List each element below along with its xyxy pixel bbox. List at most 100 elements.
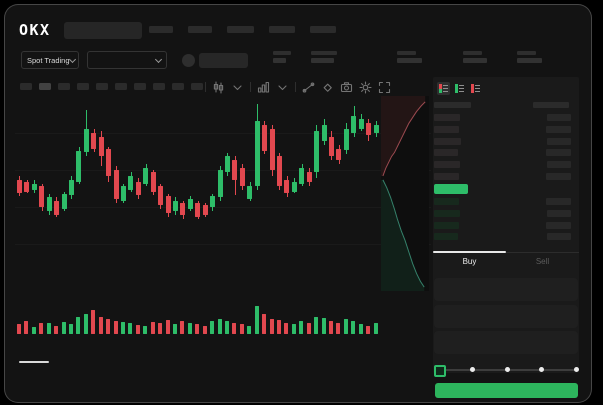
pair-selector-dropdown[interactable]	[87, 51, 167, 69]
book-asks-icon[interactable]	[469, 82, 482, 95]
nav-item[interactable]	[149, 26, 173, 33]
submit-buy-button[interactable]	[435, 383, 578, 398]
bottom-half	[454, 88, 458, 93]
search-input[interactable]	[64, 22, 142, 39]
row-line	[443, 90, 449, 93]
indicators-icon[interactable]	[257, 81, 270, 94]
nav-item[interactable]	[227, 26, 254, 33]
last-price-bar	[434, 184, 468, 194]
nav-item[interactable]	[269, 26, 295, 33]
ask-price-placeholder[interactable]	[434, 137, 461, 145]
order-price-input[interactable]	[434, 278, 578, 301]
header-button-placeholder[interactable]	[199, 53, 248, 68]
timeframe-button[interactable]	[96, 83, 108, 90]
candle	[54, 201, 60, 215]
volume-bar	[83, 314, 88, 334]
bid-price-placeholder[interactable]	[434, 209, 460, 217]
candle	[135, 181, 141, 196]
volume-bar	[158, 322, 163, 334]
volume-bar	[358, 323, 363, 334]
book-bids-icon[interactable]	[453, 82, 466, 95]
amount-slider-handle[interactable]	[434, 365, 446, 377]
volume-bar	[98, 317, 103, 334]
candle	[46, 197, 52, 212]
settings-icon[interactable]	[359, 80, 372, 94]
candle	[31, 183, 37, 190]
ask-price-placeholder[interactable]	[434, 161, 460, 169]
slider-stop-dot[interactable]	[470, 367, 475, 372]
volume-bar	[336, 322, 341, 334]
nav-item[interactable]	[310, 26, 336, 33]
candle	[269, 129, 275, 170]
row-line	[475, 90, 481, 93]
candle-type-icon[interactable]	[212, 80, 225, 94]
ask-price-placeholder[interactable]	[434, 149, 458, 157]
candle	[150, 172, 156, 192]
bid-price-placeholder[interactable]	[434, 233, 458, 241]
candle	[113, 170, 119, 200]
volume-bar	[366, 325, 371, 334]
volume-bar	[143, 325, 148, 334]
depth-bids-line	[383, 180, 424, 287]
bid-price-placeholder[interactable]	[434, 198, 459, 205]
rows-glyph	[459, 84, 465, 93]
brush-icon[interactable]	[321, 81, 334, 94]
candle	[254, 121, 260, 186]
candle	[83, 129, 89, 153]
volume-bar	[217, 318, 222, 334]
slider-stop-dot[interactable]	[539, 367, 544, 372]
order-total-input[interactable]	[434, 331, 578, 354]
slider-stop-dot[interactable]	[504, 367, 510, 372]
gridline	[15, 244, 431, 246]
candlestick-chart[interactable]	[17, 96, 381, 291]
candle	[239, 168, 245, 186]
camera-icon[interactable]	[340, 81, 353, 94]
volume-bar	[69, 323, 73, 334]
candle	[232, 160, 238, 180]
chevron-down-icon	[68, 55, 76, 63]
volume-bar	[54, 325, 59, 334]
timeframe-button[interactable]	[115, 83, 127, 90]
order-amount-input[interactable]	[434, 305, 578, 328]
ask-price-placeholder[interactable]	[434, 173, 459, 180]
top-half	[438, 84, 442, 89]
volume-bar	[314, 316, 319, 334]
volume-bar	[31, 327, 36, 334]
volume-bar	[284, 322, 289, 334]
timeframe-button[interactable]	[77, 83, 89, 90]
timeframe-button[interactable]	[39, 83, 51, 90]
timeframe-button[interactable]	[58, 83, 70, 90]
chevron-down-icon[interactable]	[276, 81, 289, 94]
chevron-down-icon[interactable]	[231, 81, 244, 94]
timeframe-button[interactable]	[20, 83, 32, 90]
depth-chart	[381, 96, 429, 291]
gridline	[15, 170, 431, 172]
volume-bar	[173, 323, 177, 334]
timeframe-button[interactable]	[191, 83, 203, 90]
timeframe-button[interactable]	[134, 83, 146, 90]
volume-bar	[262, 313, 267, 334]
line-tools-icon[interactable]	[302, 81, 315, 94]
tab-buy[interactable]: Buy	[462, 257, 477, 266]
ticker-stat-placeholder	[311, 51, 337, 63]
ask-price-placeholder[interactable]	[434, 114, 460, 121]
tab-sell[interactable]: Sell	[535, 257, 550, 266]
timeframe-button[interactable]	[153, 83, 165, 90]
okx-logo[interactable]: OKX	[19, 21, 51, 39]
main-nav	[149, 26, 336, 33]
slider-stop-dot[interactable]	[573, 367, 579, 372]
nav-item[interactable]	[188, 26, 212, 33]
row-line	[443, 84, 449, 87]
book-both-icon[interactable]	[437, 82, 450, 95]
color-column	[470, 84, 474, 93]
candle	[17, 179, 22, 194]
candle	[284, 179, 290, 194]
candle	[121, 185, 126, 202]
timeframe-button[interactable]	[172, 83, 184, 90]
candle	[202, 205, 208, 215]
bid-price-placeholder[interactable]	[434, 221, 459, 229]
ask-amount-placeholder	[546, 173, 571, 180]
ask-price-placeholder[interactable]	[434, 125, 459, 133]
market-type-dropdown[interactable]: Spot Trading	[21, 51, 79, 69]
fullscreen-icon[interactable]	[378, 81, 391, 94]
